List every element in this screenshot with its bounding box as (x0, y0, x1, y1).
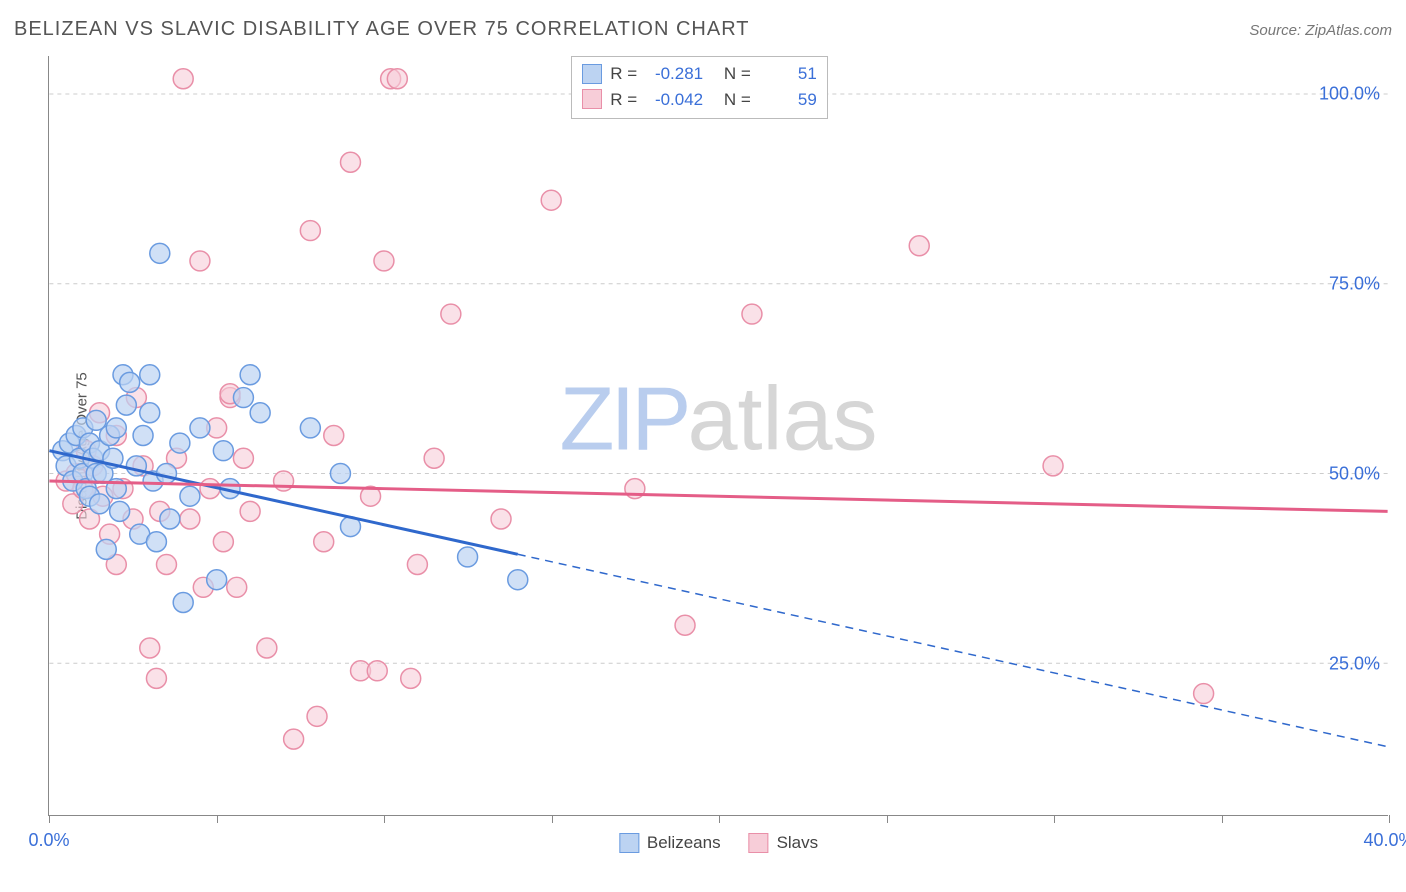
x-tick (1054, 815, 1055, 823)
series-legend: Belizeans Slavs (619, 833, 818, 853)
swatch-slavs (582, 89, 602, 109)
x-tick (719, 815, 720, 823)
scatter-chart (49, 56, 1388, 815)
x-tick (384, 815, 385, 823)
y-tick-label: 25.0% (1329, 654, 1380, 675)
swatch-slavs-icon (749, 833, 769, 853)
x-tick (1389, 815, 1390, 823)
y-tick-label: 75.0% (1329, 274, 1380, 295)
correlation-legend: R = -0.281 N = 51 R = -0.042 N = 59 (571, 56, 828, 119)
x-tick-label: 40.0% (1363, 830, 1406, 851)
legend-row-belizeans: R = -0.281 N = 51 (582, 61, 817, 87)
y-tick-label: 100.0% (1319, 84, 1380, 105)
x-tick-label: 0.0% (28, 830, 69, 851)
x-tick (552, 815, 553, 823)
x-tick (887, 815, 888, 823)
plot-area: ZIPatlas R = -0.281 N = 51 R = -0.042 N … (48, 56, 1388, 816)
x-tick (1222, 815, 1223, 823)
legend-item-slavs: Slavs (749, 833, 819, 853)
swatch-belizeans-icon (619, 833, 639, 853)
chart-title: BELIZEAN VS SLAVIC DISABILITY AGE OVER 7… (14, 18, 750, 41)
legend-row-slavs: R = -0.042 N = 59 (582, 87, 817, 113)
source-attribution: Source: ZipAtlas.com (1249, 22, 1392, 39)
swatch-belizeans (582, 64, 602, 84)
y-tick-label: 50.0% (1329, 464, 1380, 485)
x-tick (49, 815, 50, 823)
x-tick (217, 815, 218, 823)
legend-item-belizeans: Belizeans (619, 833, 721, 853)
chart-header: BELIZEAN VS SLAVIC DISABILITY AGE OVER 7… (14, 18, 1392, 41)
